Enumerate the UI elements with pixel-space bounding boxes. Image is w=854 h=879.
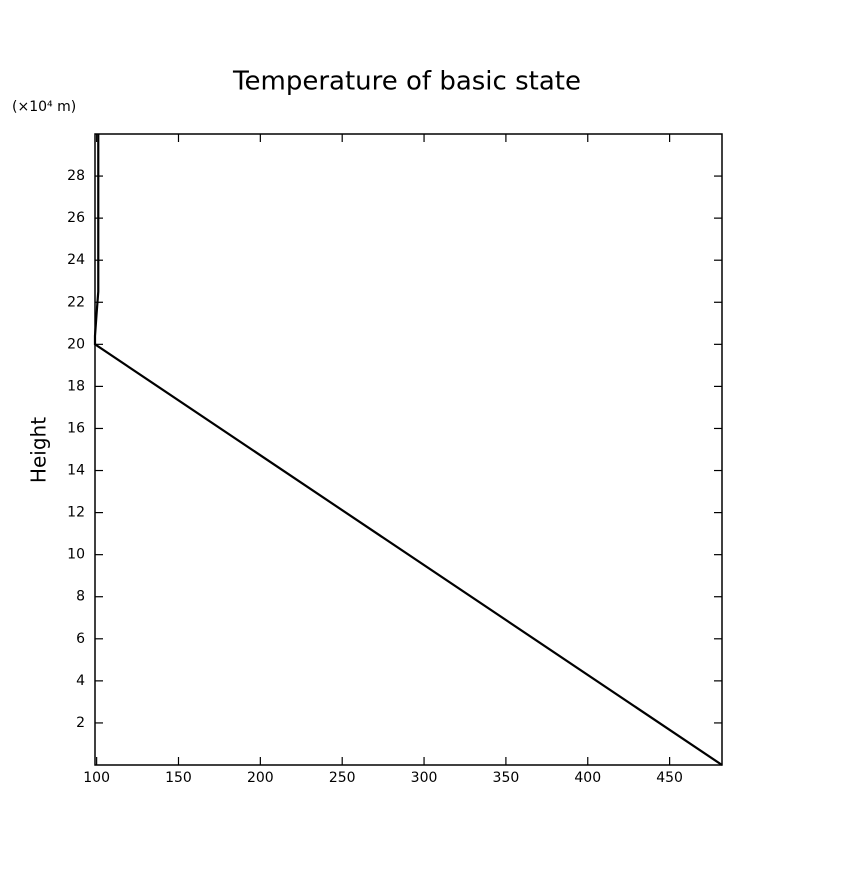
x-tick-label: 450 — [656, 770, 683, 786]
x-tick-label: 400 — [574, 770, 601, 786]
y-unit: (×10⁴ m) — [12, 99, 76, 115]
y-tick-label: 14 — [67, 463, 85, 479]
y-tick-label: 22 — [67, 294, 85, 310]
x-tick-label: 100 — [83, 770, 110, 786]
y-tick-label: 28 — [67, 168, 85, 184]
data-line — [93, 134, 723, 766]
y-tick-label: 20 — [67, 336, 85, 352]
x-tick-label: 300 — [411, 770, 438, 786]
y-tick-label: 26 — [67, 210, 85, 226]
x-tick-label: 250 — [329, 770, 356, 786]
y-tick-label: 4 — [76, 673, 85, 689]
y-tick-label: 12 — [67, 505, 85, 521]
chart-title: Temperature of basic state — [232, 67, 581, 97]
plot-frame — [94, 133, 723, 766]
y-tick-label: 16 — [67, 420, 85, 436]
x-tick-label: 200 — [247, 770, 274, 786]
y-tick-label: 6 — [76, 631, 85, 647]
y-axis-label: Height — [27, 417, 51, 483]
y-tick-label: 18 — [67, 378, 85, 394]
x-tick-label: 150 — [165, 770, 192, 786]
x-tick-label: 350 — [493, 770, 520, 786]
y-tick-label: 10 — [67, 547, 85, 563]
y-tick-label: 24 — [67, 252, 85, 268]
y-tick-label: 2 — [76, 715, 85, 731]
y-tick-label: 8 — [76, 589, 85, 605]
